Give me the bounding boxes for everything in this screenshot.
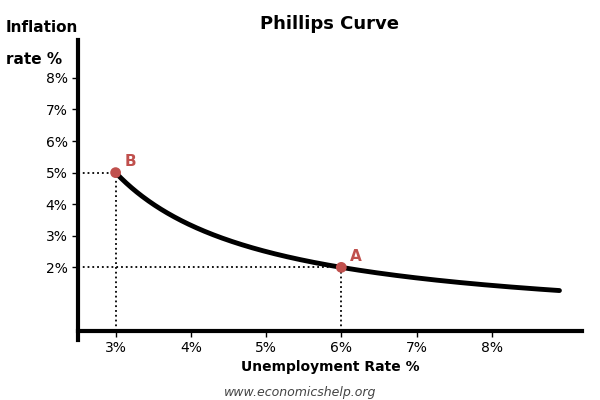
X-axis label: Unemployment Rate %: Unemployment Rate %: [241, 360, 419, 374]
Point: [337, 264, 346, 270]
Text: www.economicshelp.org: www.economicshelp.org: [224, 386, 376, 399]
Title: Phillips Curve: Phillips Curve: [260, 15, 400, 33]
Text: Inflation: Inflation: [6, 20, 79, 35]
Text: B: B: [125, 154, 136, 169]
Point: [111, 170, 121, 176]
Text: A: A: [350, 249, 362, 264]
Text: rate %: rate %: [6, 52, 62, 67]
